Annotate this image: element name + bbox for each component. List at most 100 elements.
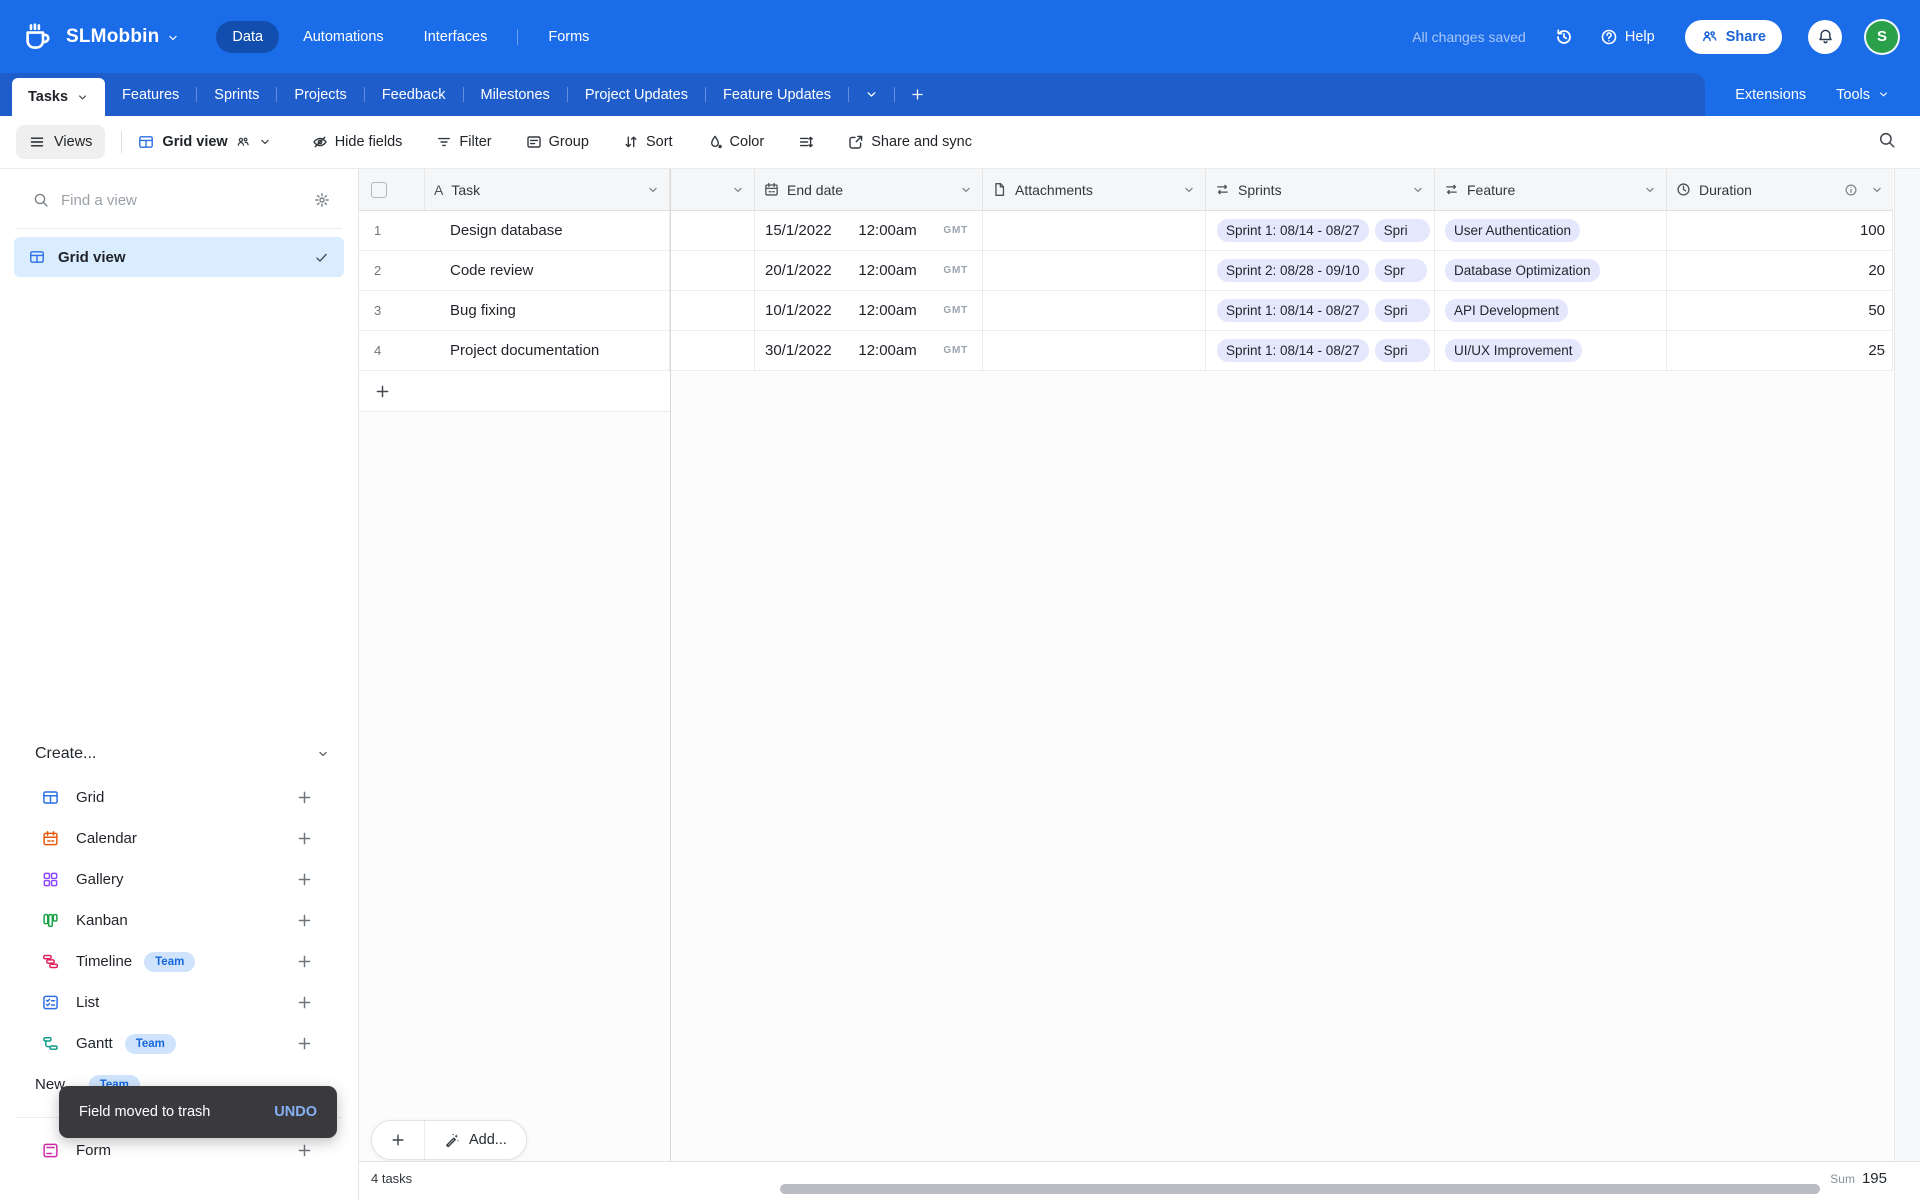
unnamed-cell[interactable] [670, 291, 755, 330]
create-item-list[interactable]: List [0, 982, 358, 1023]
end-date-cell[interactable]: 30/1/2022 12:00am GMT [755, 331, 983, 370]
chevron-down-icon[interactable] [166, 31, 180, 45]
task-cell[interactable]: Code review [425, 251, 670, 290]
chevron-down-icon[interactable] [959, 183, 973, 197]
chevron-down-icon[interactable] [646, 183, 660, 197]
notifications-button[interactable] [1808, 19, 1842, 54]
attachments-cell[interactable] [983, 211, 1206, 250]
sprints-cell[interactable]: Sprint 1: 08/14 - 08/27 Spri [1206, 211, 1435, 250]
feature-cell[interactable]: API Development [1435, 291, 1667, 330]
add-table-button[interactable] [895, 73, 940, 116]
help-button[interactable]: Help [1600, 28, 1655, 46]
tab-feedback[interactable]: Feedback [381, 86, 446, 103]
sidebar-view-grid-view[interactable]: Grid view [14, 237, 344, 277]
unnamed-cell[interactable] [670, 251, 755, 290]
column-header-task[interactable]: A Task [425, 169, 670, 210]
views-button[interactable]: Views [16, 125, 106, 159]
attachments-cell[interactable] [983, 251, 1206, 290]
tools-button[interactable]: Tools [1836, 87, 1890, 103]
tab-sprints[interactable]: Sprints [214, 86, 260, 103]
tab-project-updates[interactable]: Project Updates [584, 86, 688, 103]
task-cell[interactable]: Design database [425, 211, 670, 250]
plus-icon[interactable] [296, 994, 313, 1011]
filter-button[interactable]: Filter [436, 134, 492, 150]
current-view-button[interactable]: Grid view [138, 134, 271, 150]
share-button[interactable]: Share [1684, 19, 1782, 54]
sprints-cell[interactable]: Sprint 1: 08/14 - 08/27 Spri [1206, 291, 1435, 330]
plus-icon[interactable] [296, 953, 313, 970]
create-header[interactable]: Create... [0, 745, 358, 763]
nav-item-forms[interactable]: Forms [548, 28, 590, 45]
row-number[interactable]: 2 [374, 263, 382, 278]
end-date-cell[interactable]: 10/1/2022 12:00am GMT [755, 291, 983, 330]
chevron-down-icon[interactable] [1411, 183, 1425, 197]
color-button[interactable]: Color [707, 134, 764, 150]
feature-cell[interactable]: Database Optimization [1435, 251, 1667, 290]
column-header-end-date[interactable]: End date [755, 169, 983, 210]
workspace-title[interactable]: SLMobbin [66, 25, 160, 47]
undo-button[interactable]: UNDO [274, 1104, 317, 1120]
tab-tasks[interactable]: Tasks [12, 78, 106, 116]
create-item-form[interactable]: Form [0, 1130, 358, 1171]
gear-icon[interactable] [314, 192, 330, 208]
create-item-calendar[interactable]: Calendar [0, 818, 358, 859]
duration-cell[interactable]: 25 [1667, 331, 1893, 370]
end-date-cell[interactable]: 20/1/2022 12:00am GMT [755, 251, 983, 290]
attachments-cell[interactable] [983, 291, 1206, 330]
unnamed-cell[interactable] [670, 211, 755, 250]
sort-button[interactable]: Sort [623, 134, 673, 150]
nav-item-data[interactable]: Data [216, 20, 280, 53]
share-sync-button[interactable]: Share and sync [848, 134, 972, 150]
sprints-cell[interactable]: Sprint 2: 08/28 - 09/10 Spr [1206, 251, 1435, 290]
group-button[interactable]: Group [526, 134, 589, 150]
chevron-down-icon[interactable] [1643, 183, 1657, 197]
column-header-attachments[interactable]: Attachments [983, 169, 1206, 210]
column-header-duration[interactable]: Duration [1667, 169, 1893, 210]
create-item-timeline[interactable]: Timeline Team [0, 941, 358, 982]
hide-fields-button[interactable]: Hide fields [312, 134, 402, 150]
frozen-column-divider[interactable] [670, 169, 671, 1161]
attachments-cell[interactable] [983, 331, 1206, 370]
feature-cell[interactable]: UI/UX Improvement [1435, 331, 1667, 370]
task-cell[interactable]: Project documentation [425, 331, 670, 370]
search-button[interactable] [1878, 131, 1896, 154]
create-item-grid[interactable]: Grid [0, 777, 358, 818]
unnamed-cell[interactable] [670, 331, 755, 370]
chevron-down-icon[interactable] [76, 91, 89, 104]
avatar[interactable]: S [1866, 20, 1898, 53]
extensions-button[interactable]: Extensions [1735, 86, 1807, 103]
column-header-unnamed[interactable] [670, 169, 755, 210]
nav-item-automations[interactable]: Automations [303, 28, 384, 45]
duration-cell[interactable]: 20 [1667, 251, 1893, 290]
find-view-input[interactable] [61, 191, 302, 209]
sprints-cell[interactable]: Sprint 1: 08/14 - 08/27 Spri [1206, 331, 1435, 370]
add-record-button[interactable] [372, 1121, 424, 1159]
history-icon[interactable] [1554, 27, 1574, 47]
select-all-checkbox[interactable] [371, 181, 387, 198]
more-tabs-button[interactable] [849, 73, 894, 116]
plus-icon[interactable] [296, 1142, 313, 1159]
plus-icon[interactable] [296, 789, 313, 806]
plus-icon[interactable] [296, 912, 313, 929]
info-icon[interactable] [1844, 183, 1858, 197]
duration-cell[interactable]: 50 [1667, 291, 1893, 330]
chevron-down-icon[interactable] [1182, 183, 1196, 197]
create-item-gallery[interactable]: Gallery [0, 859, 358, 900]
duration-cell[interactable]: 100 [1667, 211, 1893, 250]
row-number[interactable]: 4 [374, 343, 382, 358]
column-header-sprints[interactable]: Sprints [1206, 169, 1435, 210]
end-date-cell[interactable]: 15/1/2022 12:00am GMT [755, 211, 983, 250]
tab-milestones[interactable]: Milestones [480, 86, 550, 103]
plus-icon[interactable] [296, 1035, 313, 1052]
plus-icon[interactable] [296, 830, 313, 847]
task-cell[interactable]: Bug fixing [425, 291, 670, 330]
row-number[interactable]: 3 [374, 303, 382, 318]
create-item-kanban[interactable]: Kanban [0, 900, 358, 941]
row-number[interactable]: 1 [374, 223, 382, 238]
tab-feature-updates[interactable]: Feature Updates [722, 86, 831, 103]
nav-item-interfaces[interactable]: Interfaces [423, 28, 488, 45]
create-item-gantt[interactable]: Gantt Team [0, 1023, 358, 1064]
chevron-down-icon[interactable] [731, 183, 745, 197]
add-row-button[interactable] [359, 371, 670, 412]
add-with-ai-button[interactable]: Add... [425, 1121, 526, 1159]
